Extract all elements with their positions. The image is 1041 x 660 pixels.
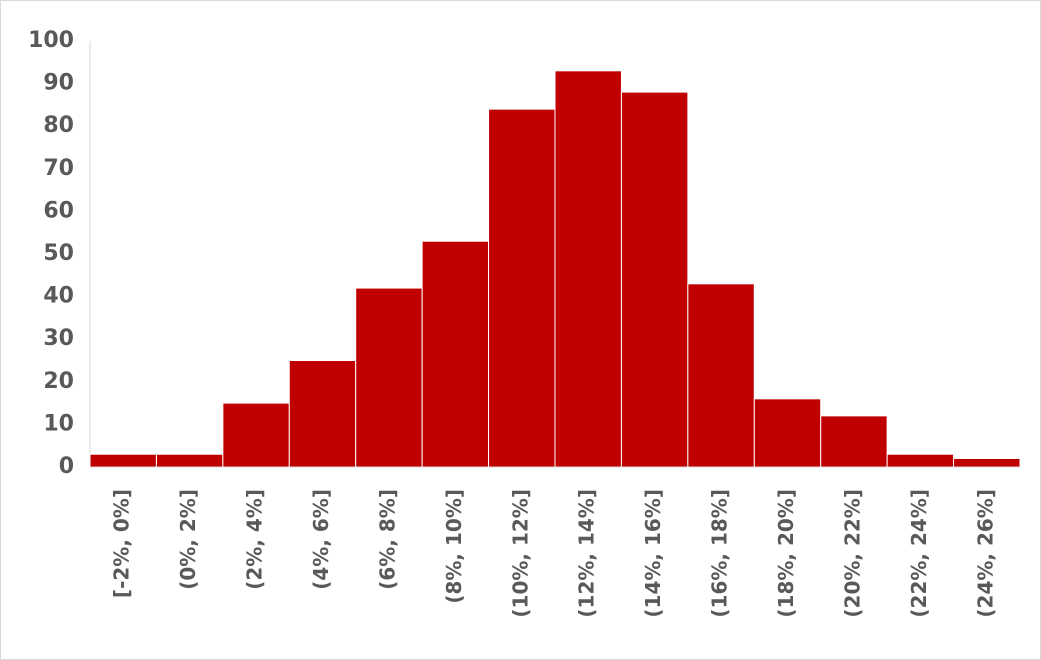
y-tick-label: 60 bbox=[43, 198, 74, 223]
y-tick-label: 70 bbox=[43, 156, 74, 181]
y-tick-label: 0 bbox=[59, 454, 74, 479]
x-tick-label: [-2%, 0%] bbox=[110, 489, 134, 598]
x-tick-label: (8%, 10%] bbox=[442, 489, 466, 604]
bar bbox=[753, 398, 822, 468]
y-tick-label: 50 bbox=[43, 241, 74, 266]
bar bbox=[288, 360, 357, 468]
bar bbox=[687, 283, 755, 468]
bar bbox=[155, 453, 224, 468]
x-tick-label: (14%, 16%] bbox=[641, 489, 665, 618]
bar bbox=[488, 108, 556, 468]
y-tick-label: 30 bbox=[43, 326, 74, 351]
y-tick-label: 40 bbox=[43, 284, 74, 309]
x-tick-label: (24%, 26%] bbox=[973, 489, 997, 618]
y-tick-label: 20 bbox=[43, 369, 74, 394]
y-tick-label: 90 bbox=[43, 71, 74, 96]
y-tick-label: 80 bbox=[43, 113, 74, 138]
x-tick-label: (0%, 2%] bbox=[176, 489, 200, 590]
x-tick-label: (6%, 8%] bbox=[375, 489, 399, 590]
bar bbox=[222, 402, 290, 468]
x-tick-label: (4%, 6%] bbox=[309, 489, 333, 590]
bar bbox=[820, 415, 888, 468]
x-tick-label: (16%, 18%] bbox=[708, 489, 732, 618]
bar bbox=[89, 453, 157, 468]
x-tick-label: (10%, 12%] bbox=[508, 489, 532, 618]
bar bbox=[421, 240, 490, 468]
x-tick-label: (12%, 14%] bbox=[575, 489, 599, 618]
y-tick-label: 10 bbox=[43, 411, 74, 436]
bar bbox=[886, 453, 955, 468]
x-tick-label: (22%, 24%] bbox=[907, 489, 931, 618]
y-tick-label: 100 bbox=[28, 28, 74, 53]
x-tick-label: (18%, 20%] bbox=[774, 489, 798, 618]
x-tick-label: (20%, 22%] bbox=[840, 489, 864, 618]
bar bbox=[620, 91, 689, 468]
bar bbox=[554, 70, 622, 468]
x-tick-label: (2%, 4%] bbox=[243, 489, 267, 590]
bar bbox=[953, 457, 1021, 468]
bar bbox=[355, 287, 423, 468]
